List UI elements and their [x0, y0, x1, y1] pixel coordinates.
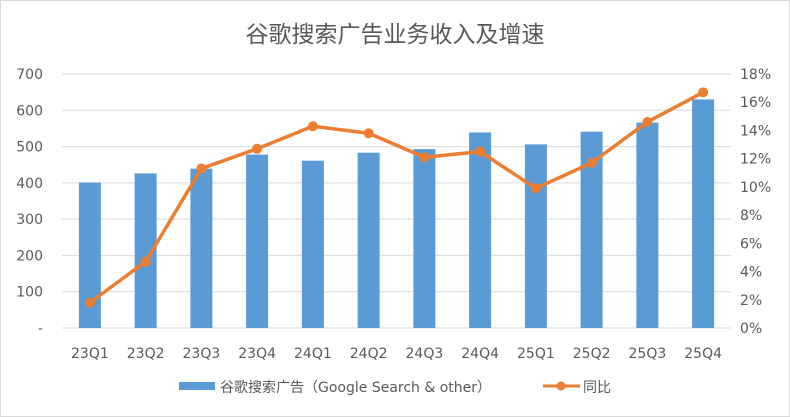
- right-tick-label: 14%: [740, 123, 771, 139]
- left-tick-label: 100: [16, 285, 43, 301]
- bar-24Q4: [469, 132, 492, 328]
- right-tick-label: 4%: [740, 265, 762, 281]
- category-label: 25Q1: [517, 346, 555, 362]
- yoy-line: [88, 90, 704, 305]
- bar-23Q4: [246, 154, 269, 328]
- left-tick-label: 700: [16, 67, 43, 83]
- category-label: 24Q4: [461, 346, 499, 362]
- category-label: 24Q1: [294, 346, 332, 362]
- category-label: 23Q2: [127, 346, 165, 362]
- legend: 谷歌搜索广告（Google Search & other） 同比: [179, 379, 611, 396]
- legend-bar-swatch: [179, 382, 215, 390]
- yoy-point-24Q3: [419, 152, 430, 163]
- left-tick-label: 200: [16, 248, 43, 264]
- bar-23Q2: [134, 173, 157, 328]
- yoy-point-23Q3: [196, 163, 207, 174]
- right-tick-label: 2%: [740, 293, 762, 309]
- bar-24Q1: [301, 160, 324, 328]
- yoy-point-23Q1: [84, 297, 95, 308]
- yoy-point-25Q2: [586, 157, 597, 168]
- right-tick-label: 16%: [740, 95, 771, 111]
- right-tick-label: 18%: [740, 67, 771, 83]
- bar-25Q4: [692, 99, 715, 329]
- left-tick-label: 400: [16, 176, 43, 192]
- category-label: 25Q2: [573, 346, 611, 362]
- bar-24Q2: [357, 152, 380, 328]
- bar-25Q3: [636, 122, 659, 328]
- category-label: 23Q4: [238, 346, 276, 362]
- bar-23Q1: [78, 182, 101, 328]
- bar-25Q2: [580, 131, 603, 328]
- legend-line-label: 同比: [583, 380, 611, 396]
- yoy-point-23Q4: [252, 143, 263, 154]
- category-label: 25Q4: [684, 346, 722, 362]
- right-tick-label: 8%: [740, 208, 762, 224]
- yoy-point-24Q1: [307, 121, 318, 132]
- left-tick-label: 600: [16, 103, 43, 119]
- left-tick-label: -: [38, 321, 43, 337]
- right-tick-label: 6%: [740, 236, 762, 252]
- category-label: 23Q1: [71, 346, 109, 362]
- yoy-point-24Q4: [475, 146, 486, 157]
- bar-24Q3: [413, 149, 436, 328]
- category-label: 24Q2: [350, 346, 388, 362]
- yoy-point-25Q4: [698, 87, 709, 98]
- yoy-point-25Q3: [642, 116, 653, 127]
- left-tick-label: 500: [16, 140, 43, 156]
- chart-title: 谷歌搜索广告业务收入及增速: [246, 22, 545, 48]
- left-tick-label: 300: [16, 212, 43, 228]
- category-label: 23Q3: [183, 346, 221, 362]
- category-label: 24Q3: [406, 346, 444, 362]
- legend-line-marker: [556, 381, 566, 391]
- bar-25Q1: [524, 144, 547, 328]
- legend-bar-label: 谷歌搜索广告（Google Search & other）: [220, 379, 491, 396]
- right-tick-label: 10%: [740, 180, 771, 196]
- right-tick-label: 0%: [740, 321, 762, 337]
- yoy-point-25Q1: [530, 183, 541, 194]
- yoy-point-24Q2: [363, 128, 374, 139]
- yoy-point-23Q2: [140, 256, 151, 267]
- category-label: 25Q3: [629, 346, 667, 362]
- bar-23Q3: [190, 168, 213, 328]
- right-tick-label: 12%: [740, 152, 771, 168]
